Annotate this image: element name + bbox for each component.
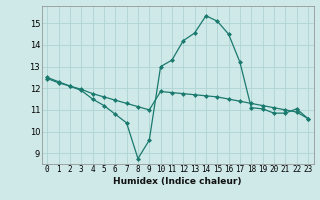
X-axis label: Humidex (Indice chaleur): Humidex (Indice chaleur) bbox=[113, 177, 242, 186]
